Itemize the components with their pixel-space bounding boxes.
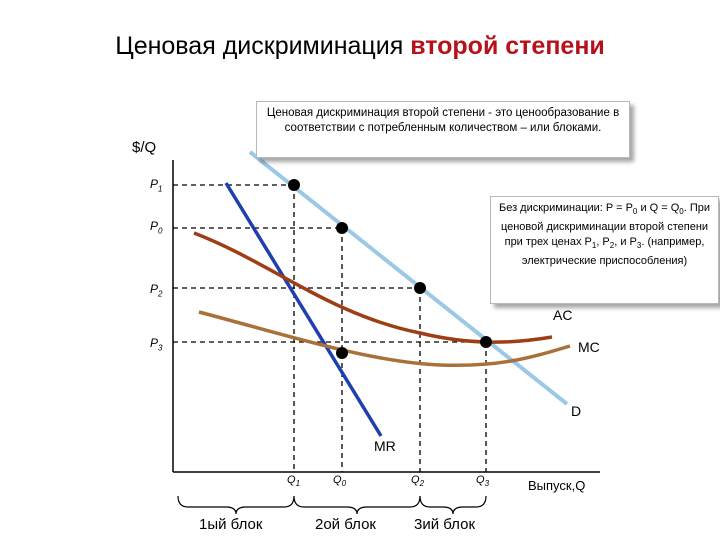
guide-lines [173, 184, 487, 472]
quantity-label-q3: Q3 [476, 474, 490, 489]
note-sub-4: 2 [609, 241, 615, 251]
curve-label-d: D [571, 403, 582, 419]
point-p2 [414, 282, 426, 294]
brace-block-1 [177, 495, 295, 515]
point-mr-mc [336, 347, 348, 359]
quantity-label-q2: Q2 [411, 474, 425, 489]
point-p1 [288, 179, 300, 191]
page-title: Ценовая дискриминация второй степени [0, 32, 720, 61]
block-label-3: 3ий блок [414, 516, 476, 533]
point-p3 [480, 336, 492, 348]
y-axis-label: $/Q [132, 139, 157, 156]
price-label-p3: P3 [150, 336, 163, 353]
mr-curve [224, 182, 383, 437]
block-label-2: 2ой блок [315, 516, 376, 533]
note-sub-3: 1 [591, 241, 597, 251]
definition-note: Ценовая дискриминация второй степени - э… [256, 101, 630, 158]
note-text-6: . (например, электрические приспособлени… [521, 236, 705, 267]
title-main: Ценовая дискриминация [115, 32, 411, 60]
point-p0 [336, 222, 348, 234]
brace-block-2 [293, 495, 421, 515]
curve-label-ac: AC [553, 307, 573, 323]
price-label-p0: P0 [150, 219, 163, 236]
ac-curve [193, 231, 553, 344]
curve-label-mc: MC [578, 339, 600, 355]
brace-block-3 [419, 495, 487, 515]
curve-label-mr: MR [374, 438, 396, 454]
price-label-p2: P2 [150, 282, 163, 299]
note-text-1: Без дискриминации: P = P [498, 202, 633, 214]
x-axis-label: Выпуск,Q [528, 478, 586, 493]
note-text-5: , и P [614, 236, 637, 249]
block-label-1: 1ый блок [199, 516, 263, 533]
note-sub-2: 0 [679, 207, 684, 217]
quantity-label-q1: Q1 [287, 474, 301, 489]
note-sub-1: 0 [632, 207, 638, 217]
note-sub-5: 3 [636, 241, 642, 251]
note-text-3: . При ценовой дискриминации второй степе… [500, 202, 711, 249]
no-discrimination-note: Без дискриминации: P = P0 и Q = Q0. При … [490, 196, 719, 304]
price-label-p1: P1 [150, 177, 163, 194]
mc-curve [198, 310, 571, 368]
quantity-label-q0: Q0 [333, 474, 347, 489]
block-braces [177, 495, 487, 515]
note-text-2: и Q = Q [640, 202, 680, 214]
title-accent: второй степени [410, 32, 605, 60]
note-text-4: , P [596, 236, 610, 249]
